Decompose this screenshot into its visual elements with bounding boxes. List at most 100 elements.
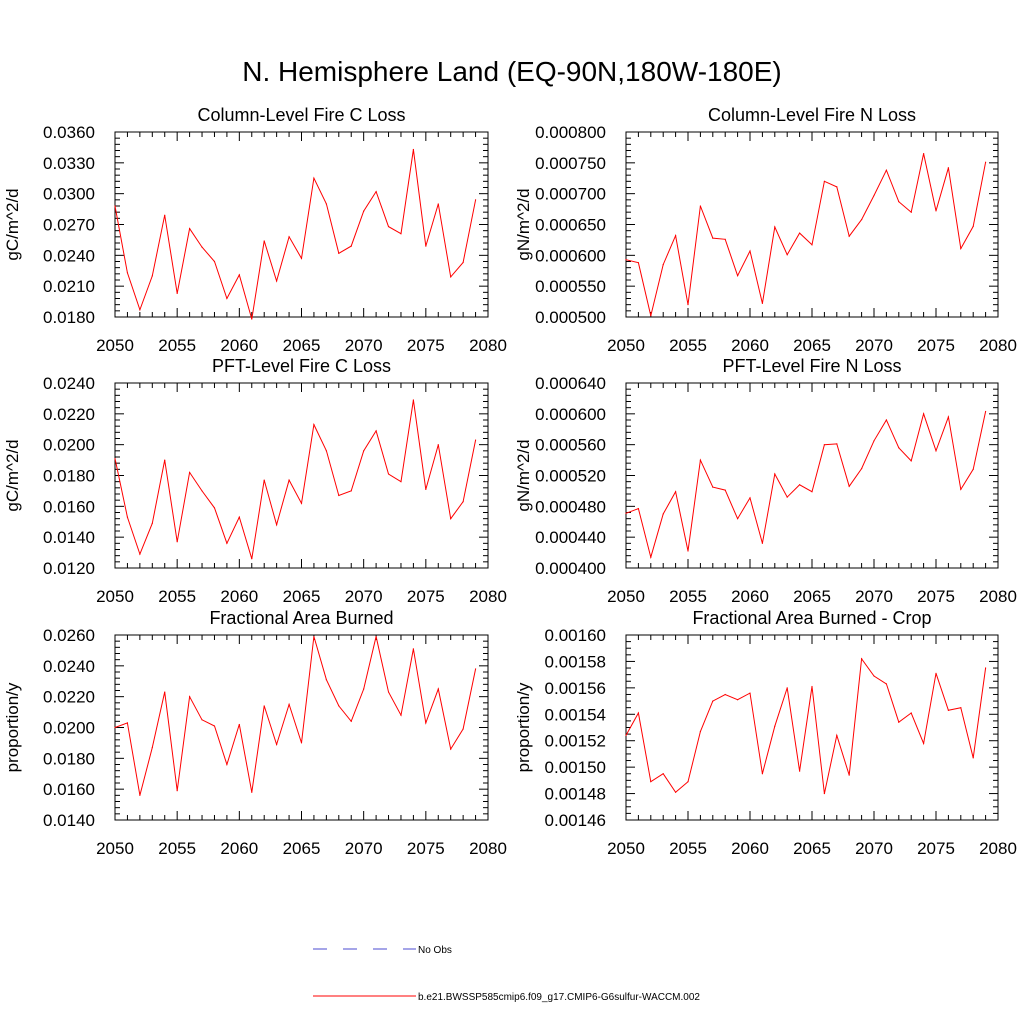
data-point [176, 292, 178, 294]
data-point [923, 152, 925, 155]
y-tick-label: 0.000640 [535, 374, 606, 393]
data-point [947, 167, 950, 169]
data-point [724, 693, 726, 696]
y-tick-label: 0.000800 [535, 123, 606, 142]
data-point [139, 553, 141, 555]
x-tick-label: 2060 [220, 587, 258, 606]
x-tick-label: 2060 [731, 839, 769, 858]
data-point [462, 728, 464, 730]
y-tick-label: 0.000400 [535, 559, 606, 578]
y-tick-label: 0.0360 [43, 123, 95, 142]
data-point [650, 315, 652, 317]
y-tick-label: 0.000650 [535, 216, 606, 235]
y-tick-label: 0.0220 [43, 405, 95, 424]
data-point [898, 721, 900, 723]
x-tick-label: 2060 [220, 839, 258, 858]
data-point [662, 513, 664, 515]
x-tick-label: 2070 [855, 336, 893, 355]
y-tick-label: 0.000560 [535, 436, 606, 455]
data-point [972, 225, 974, 227]
data-point [675, 791, 677, 793]
x-tick-label: 2080 [469, 336, 507, 355]
y-tick-label: 0.0210 [43, 277, 95, 296]
data-point [960, 707, 962, 709]
plot-frame [625, 382, 999, 569]
chart-title: PFT-Level Fire C Loss [212, 356, 391, 376]
data-point [300, 742, 303, 744]
y-tick-label: 0.00148 [545, 785, 606, 804]
data-point [947, 416, 950, 418]
y-tick-label: 0.000440 [535, 528, 606, 547]
data-point [114, 457, 116, 460]
y-tick-label: 0.000750 [535, 154, 606, 173]
data-point [985, 667, 987, 669]
x-tick-label: 2065 [793, 336, 831, 355]
data-point [923, 413, 925, 415]
y-axis-label: gC/m^2/d [3, 188, 22, 260]
data-point [189, 228, 191, 230]
data-point [288, 703, 290, 705]
y-tick-label: 0.00154 [545, 705, 606, 724]
data-point [375, 430, 377, 432]
data-point [799, 232, 801, 234]
x-tick-label: 2080 [979, 839, 1017, 858]
data-point [699, 730, 702, 733]
data-point [263, 479, 265, 481]
data-point [375, 191, 377, 193]
data-point [687, 304, 689, 306]
data-point [387, 473, 390, 475]
plot-frame [114, 634, 489, 821]
data-point [699, 459, 702, 461]
data-point [637, 262, 640, 264]
y-tick-label: 0.0200 [43, 719, 95, 738]
y-tick-label: 0.000520 [535, 467, 606, 486]
data-point [363, 210, 365, 212]
data-point [201, 490, 203, 492]
data-point [724, 489, 726, 491]
data-point [873, 440, 875, 442]
data-point [412, 399, 414, 401]
data-point [437, 444, 439, 446]
data-point [898, 447, 900, 449]
data-point [338, 494, 340, 497]
data-point [861, 218, 863, 221]
data-point [151, 746, 153, 749]
y-tick-label: 0.0180 [43, 749, 95, 768]
x-tick-label: 2065 [793, 839, 831, 858]
legend-label-run: b.e21.BWSSP585cmip6.f09_g17.CMIP6-G6sulf… [418, 992, 700, 1003]
data-point [238, 274, 240, 276]
x-tick-label: 2060 [220, 336, 258, 355]
data-point [910, 712, 912, 714]
data-point [625, 259, 627, 261]
y-tick-label: 0.0240 [43, 657, 95, 676]
x-tick-label: 2055 [158, 839, 196, 858]
data-point [425, 488, 427, 490]
data-point [712, 700, 714, 702]
data-point [687, 550, 689, 552]
data-point [873, 194, 875, 197]
chart-title: PFT-Level Fire N Loss [722, 356, 901, 376]
data-point [226, 297, 228, 300]
x-tick-label: 2080 [979, 336, 1017, 355]
data-point [985, 410, 987, 413]
plot-frame [625, 634, 999, 821]
data-point [761, 542, 764, 544]
data-point [687, 781, 689, 783]
x-tick-label: 2075 [407, 587, 445, 606]
y-axis-label: proportion/y [514, 682, 533, 772]
data-point [387, 225, 390, 228]
data-point [126, 516, 129, 518]
data-point [313, 635, 315, 638]
data-point [400, 481, 402, 483]
data-point [425, 722, 427, 724]
data-point [625, 734, 627, 737]
y-tick-label: 0.000700 [535, 185, 606, 204]
data-point [761, 773, 764, 775]
y-tick-label: 0.00156 [545, 679, 606, 698]
y-tick-label: 0.0270 [43, 216, 95, 235]
data-point [363, 688, 365, 690]
data-point [625, 512, 627, 514]
x-tick-label: 2055 [669, 587, 707, 606]
data-point [836, 186, 838, 188]
data-point [474, 439, 477, 441]
